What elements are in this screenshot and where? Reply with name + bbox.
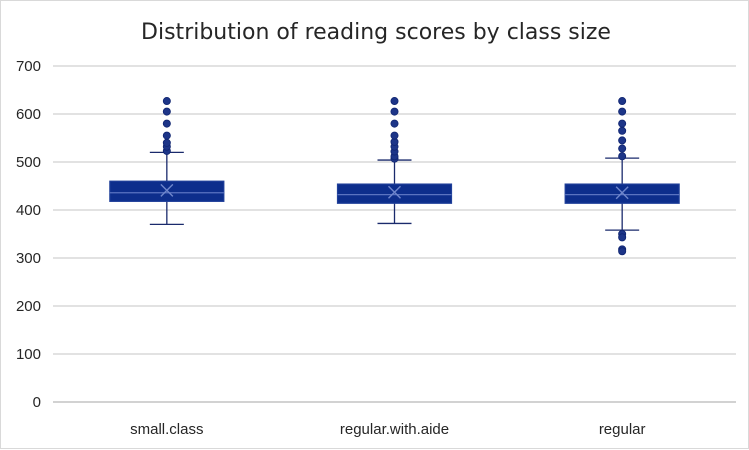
outlier-point (618, 144, 627, 153)
outlier-point (618, 152, 627, 161)
y-tick-label-700: 700 (16, 58, 41, 75)
y-tick-label-500: 500 (16, 154, 41, 171)
mean-marker-b (388, 185, 401, 199)
mean-marker-b (615, 186, 629, 200)
outlier-point (390, 97, 399, 106)
y-axis-ticks: 0 100 200 300 400 500 600 700 (16, 58, 41, 411)
y-tick-label-200: 200 (16, 298, 41, 315)
y-tick-label-600: 600 (16, 106, 41, 123)
box-group-regular (564, 97, 680, 256)
outlier-point (618, 126, 627, 135)
chart-title: Distribution of reading scores by class … (141, 20, 611, 45)
y-tick-label-300: 300 (16, 250, 41, 267)
outlier-point (390, 107, 399, 116)
outlier-point (618, 119, 627, 128)
iqr-box (336, 183, 453, 204)
x-category-label-regular.with.aide: regular.with.aide (340, 421, 449, 438)
outlier-point (618, 97, 627, 106)
outlier-point (162, 119, 171, 128)
mean-marker-b (160, 183, 174, 197)
outlier-point (162, 138, 171, 147)
boxes (109, 97, 680, 256)
y-tick-label-400: 400 (16, 202, 41, 219)
x-axis-categories: small.class regular.with.aide regular (130, 421, 645, 438)
outlier-point (162, 107, 171, 116)
x-category-label-small.class: small.class (130, 421, 203, 438)
y-tick-label-100: 100 (16, 346, 41, 363)
box-group-small.class (109, 97, 225, 226)
outlier-point (618, 107, 627, 116)
y-tick-label-0: 0 (33, 394, 41, 411)
outlier-point (162, 131, 171, 140)
outlier-point (390, 131, 399, 140)
gridlines (53, 65, 736, 403)
outlier-point (618, 247, 627, 256)
outlier-point (618, 233, 627, 242)
box-group-regular.with.aide (336, 97, 453, 225)
outlier-point (162, 97, 171, 106)
outlier-point (390, 119, 399, 128)
x-category-label-regular: regular (599, 421, 646, 438)
outlier-point (618, 136, 627, 145)
